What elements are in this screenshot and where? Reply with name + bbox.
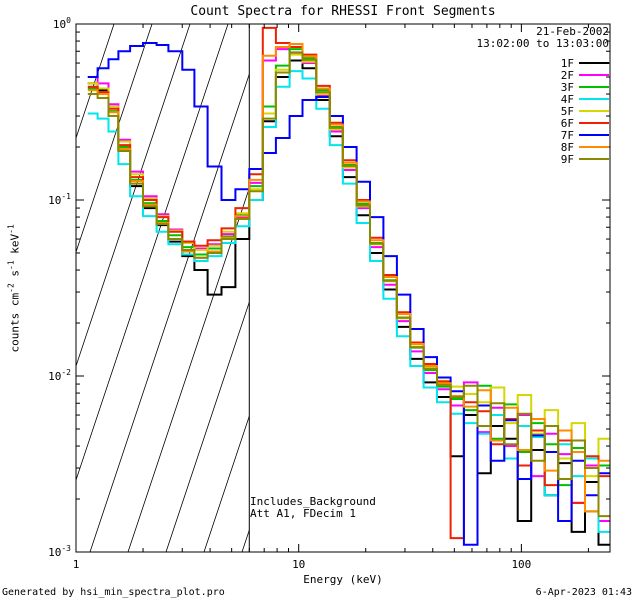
y-tick-label: 100: [53, 16, 71, 31]
legend-item-8F: 8F: [560, 140, 609, 154]
spectra-series: [87, 26, 610, 546]
legend-color-line: [579, 122, 609, 124]
y-axis-label-exponent: -2: [6, 283, 16, 293]
legend-color-line: [579, 86, 609, 88]
legend-item-3F: 3F: [560, 80, 609, 94]
generation-timestamp: 6-Apr-2023 01:43: [535, 587, 632, 598]
legend-color-line: [579, 158, 609, 160]
y-axis-label-exponent: -1: [6, 260, 16, 270]
legend-color-line: [579, 74, 609, 76]
observation-date: 21-Feb-2002: [536, 25, 609, 38]
observation-datetime: 21-Feb-2002 13:02:00 to 13:03:00: [477, 26, 609, 50]
legend-label: 5F: [560, 104, 574, 118]
generator-credit: Generated by hsi_min_spectra_plot.pro: [2, 587, 225, 598]
legend-item-6F: 6F: [560, 116, 609, 130]
observation-time-range: 13:02:00 to 13:03:00: [476, 37, 609, 50]
y-tick-label: 10-1: [48, 192, 71, 207]
series-9F-path: [87, 51, 610, 518]
legend-color-line: [579, 62, 609, 64]
legend-label: 2F: [560, 68, 574, 82]
detector-legend: 1F 2F 3F 4F 5F 6F 7F 8F 9F: [560, 56, 609, 166]
axis-ticks: [75, 23, 610, 553]
y-axis-label-exponent: -1: [6, 224, 16, 234]
legend-color-line: [579, 146, 609, 148]
attenuator-note: Att A1, FDecim 1: [250, 507, 356, 520]
legend-item-2F: 2F: [560, 68, 609, 82]
legend-item-4F: 4F: [560, 92, 609, 106]
legend-label: 6F: [560, 116, 574, 130]
page-title: Count Spectra for RHESSI Front Segments: [190, 4, 496, 19]
plot-frame: [75, 23, 611, 553]
y-tick-label: 10-2: [48, 368, 71, 383]
x-tick-label: 1: [73, 558, 80, 571]
background-note: Includes_Background: [250, 495, 376, 508]
legend-color-line: [579, 98, 609, 100]
hatch-pattern: [76, 24, 250, 552]
legend-color-line: [579, 110, 609, 112]
x-tick-label: 100: [511, 558, 531, 571]
legend-item-9F: 9F: [560, 152, 609, 166]
x-axis-label: Energy (keV): [303, 573, 383, 586]
legend-item-1F: 1F: [560, 56, 609, 70]
y-axis-label-part: counts cm: [8, 292, 22, 353]
legend-label: 1F: [560, 56, 574, 70]
legend-label: 9F: [560, 152, 574, 166]
plot-annotations: Includes_Background Att A1, FDecim 1: [250, 496, 376, 520]
legend-item-5F: 5F: [560, 104, 609, 118]
y-axis-label: counts cm-2 s-1 keV-1: [7, 168, 22, 408]
legend-label: 7F: [560, 128, 574, 142]
series-7F-path: [87, 42, 610, 546]
legend-label: 3F: [560, 80, 574, 94]
legend-item-7F: 7F: [560, 128, 609, 142]
y-tick-label: 10-3: [48, 544, 71, 559]
x-tick-label: 10: [292, 558, 305, 571]
legend-label: 4F: [560, 92, 574, 106]
y-axis-label-part: keV: [8, 233, 22, 261]
y-axis-label-part: s: [8, 269, 22, 284]
legend-label: 8F: [560, 140, 574, 154]
legend-color-line: [579, 134, 609, 136]
